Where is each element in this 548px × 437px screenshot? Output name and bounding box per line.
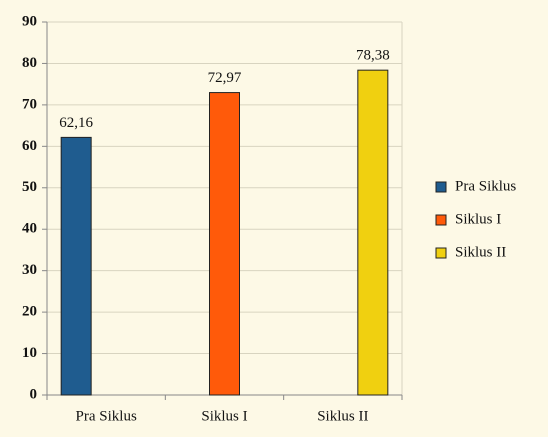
bar	[210, 93, 240, 395]
x-tick-label: Pra Siklus	[76, 408, 137, 424]
legend-label: Pra Siklus	[455, 178, 516, 194]
bar	[61, 137, 91, 395]
y-tick-label: 90	[22, 13, 37, 29]
legend-swatch	[436, 248, 446, 258]
x-tick-label: Siklus II	[317, 408, 368, 424]
chart: 0 10 20 30 40 50 60 70 80 90 Pra Siklus Siklus I Sik…	[0, 0, 548, 437]
y-tick-label: 50	[22, 179, 37, 195]
value-label: 62,16	[59, 115, 93, 131]
y-tick-label: 70	[22, 96, 37, 112]
y-tick-label: 0	[30, 386, 38, 402]
y-tick-label: 60	[22, 138, 37, 154]
legend-swatch	[436, 182, 446, 192]
value-label: 72,97	[208, 70, 242, 86]
y-tick-label: 40	[22, 221, 37, 237]
legend-label: Siklus II	[455, 244, 506, 260]
value-label: 78,38	[356, 48, 390, 64]
y-tick-label: 80	[22, 55, 37, 71]
y-tick-label: 20	[22, 304, 37, 320]
y-tick-label: 10	[22, 345, 37, 361]
legend-swatch	[436, 215, 446, 225]
legend-label: Siklus I	[455, 211, 501, 227]
x-tick-label: Siklus I	[201, 408, 247, 424]
y-tick-label: 30	[22, 262, 37, 278]
bar	[358, 70, 388, 395]
